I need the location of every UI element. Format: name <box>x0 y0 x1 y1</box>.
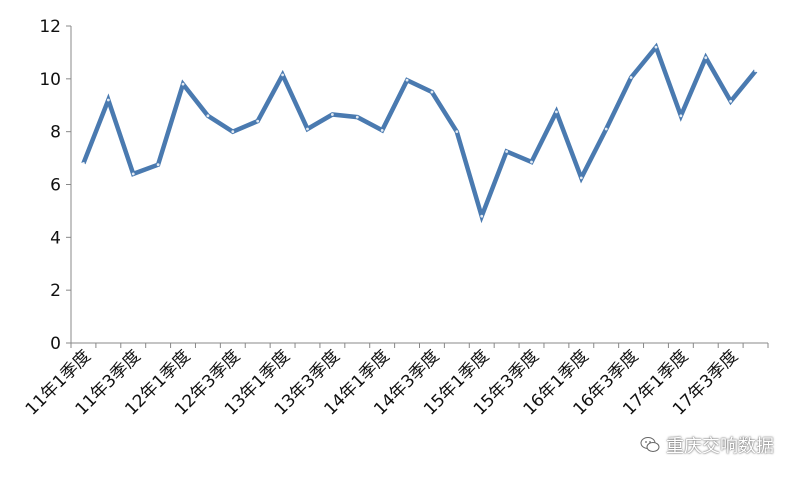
y-axis-ticks: 0 2 4 6 8 10 12 <box>39 17 71 354</box>
data-point <box>729 99 733 103</box>
data-point <box>106 98 110 102</box>
data-point <box>430 90 434 94</box>
data-point <box>330 113 334 116</box>
data-point <box>629 76 633 79</box>
data-point <box>281 73 284 77</box>
watermark: 重庆交响数据 <box>640 432 774 458</box>
data-point <box>754 69 757 73</box>
data-point <box>156 163 160 167</box>
data-point <box>480 214 484 218</box>
data-point <box>306 127 309 131</box>
data-point <box>405 78 409 82</box>
data-point <box>604 127 608 131</box>
series-line <box>81 42 758 224</box>
data-point <box>555 110 558 114</box>
data-point <box>704 56 708 60</box>
data-point <box>256 119 260 123</box>
watermark-text: 重庆交响数据 <box>666 436 774 457</box>
data-point <box>131 172 135 176</box>
data-point <box>455 130 459 134</box>
y-tick-label: 10 <box>39 70 61 90</box>
data-point <box>82 161 85 165</box>
data-point <box>206 114 210 118</box>
data-point <box>679 114 683 118</box>
data-point <box>380 128 384 132</box>
wechat-icon <box>640 437 660 452</box>
data-point <box>181 82 185 86</box>
y-tick-label: 0 <box>50 334 61 354</box>
y-tick-label: 4 <box>50 228 61 248</box>
y-tick-label: 2 <box>50 281 61 301</box>
x-axis-ticks: 11年1季度11年3季度12年1季度12年3季度13年1季度13年3季度14年1… <box>22 343 769 420</box>
y-tick-label: 8 <box>50 123 61 143</box>
data-point <box>231 130 235 134</box>
data-point <box>530 160 533 164</box>
series-group <box>81 42 758 224</box>
data-point <box>505 150 509 153</box>
y-tick-label: 6 <box>50 176 61 196</box>
y-tick-label: 12 <box>39 17 61 37</box>
data-point <box>654 45 658 49</box>
data-point <box>579 176 583 180</box>
data-point <box>355 115 359 119</box>
